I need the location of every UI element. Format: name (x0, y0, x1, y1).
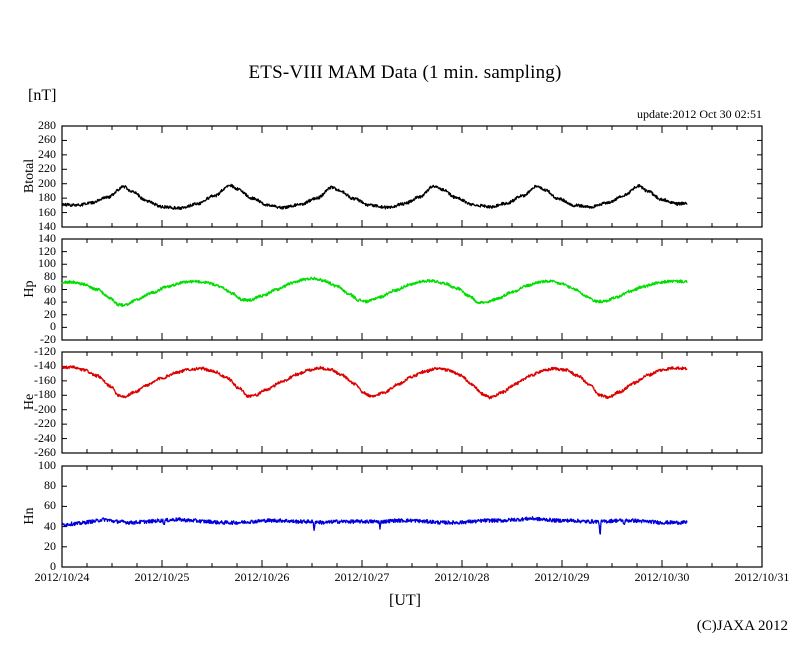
y-tick-label: -20 (40, 332, 56, 346)
figure-title: ETS-VIII MAM Data (1 min. sampling) (248, 62, 562, 83)
panel-label-hp: Hp (22, 279, 37, 298)
y-tick-label: 100 (38, 458, 56, 472)
update-timestamp: update:2012 Oct 30 02:51 (637, 107, 762, 121)
y-unit-label: [nT] (28, 87, 57, 104)
data-trace-btotal (61, 183, 688, 211)
data-trace-hn (61, 516, 688, 535)
x-tick-label: 2012/10/29 (534, 570, 590, 584)
y-tick-label: 140 (38, 219, 56, 233)
y-tick-label: 140 (38, 231, 56, 245)
y-tick-label: 80 (44, 478, 56, 493)
x-tick-label: 2012/10/31 (734, 570, 790, 584)
x-tick-label: 2012/10/30 (634, 570, 690, 584)
y-tick-label: 40 (44, 518, 56, 533)
y-tick-label: -160 (34, 372, 56, 387)
y-tick-label: 220 (38, 161, 56, 176)
y-tick-label: 100 (38, 256, 56, 271)
y-tick-label: -260 (34, 445, 56, 459)
panel-btotal (61, 125, 763, 228)
y-tick-label: 60 (44, 498, 56, 513)
y-tick-label: -140 (34, 358, 56, 373)
y-tick-label: 0 (50, 319, 56, 334)
y-tick-label: -240 (34, 430, 56, 445)
panel-label-btotal: Btotal (22, 158, 37, 193)
x-tick-label: 2012/10/28 (434, 570, 490, 584)
y-tick-label: 260 (38, 132, 56, 147)
panel-label-hn: Hn (22, 506, 37, 525)
y-tick-label: -180 (34, 387, 56, 402)
panel-label-he: He (22, 393, 37, 410)
x-tick-label: 2012/10/25 (134, 570, 190, 584)
copyright-notice: (C)JAXA 2012 (696, 618, 788, 634)
y-tick-label: 20 (44, 306, 56, 321)
y-tick-label: 20 (44, 538, 56, 553)
y-tick-label: 240 (38, 146, 56, 161)
data-trace-hp (61, 276, 688, 307)
y-tick-label: 200 (38, 175, 56, 190)
y-tick-label: 0 (50, 559, 56, 573)
y-tick-label: 60 (44, 281, 56, 296)
y-tick-label: 80 (44, 268, 56, 283)
y-tick-label: -200 (34, 401, 56, 416)
x-axis-label: [UT] (389, 592, 421, 609)
x-tick-label: 2012/10/26 (234, 570, 290, 584)
y-tick-label: -120 (34, 344, 56, 358)
y-tick-label: 40 (44, 294, 56, 309)
y-tick-label: 280 (38, 118, 56, 132)
y-tick-label: 160 (38, 204, 56, 219)
panel-hn (61, 465, 763, 568)
y-tick-label: 180 (38, 190, 56, 205)
y-tick-label: 120 (38, 243, 56, 258)
panel-he (61, 351, 763, 454)
x-tick-label: 2012/10/24 (34, 570, 90, 584)
y-tick-label: -220 (34, 416, 56, 431)
x-tick-label: 2012/10/27 (334, 570, 390, 584)
panel-hp (61, 238, 763, 341)
data-trace-he (61, 365, 688, 400)
